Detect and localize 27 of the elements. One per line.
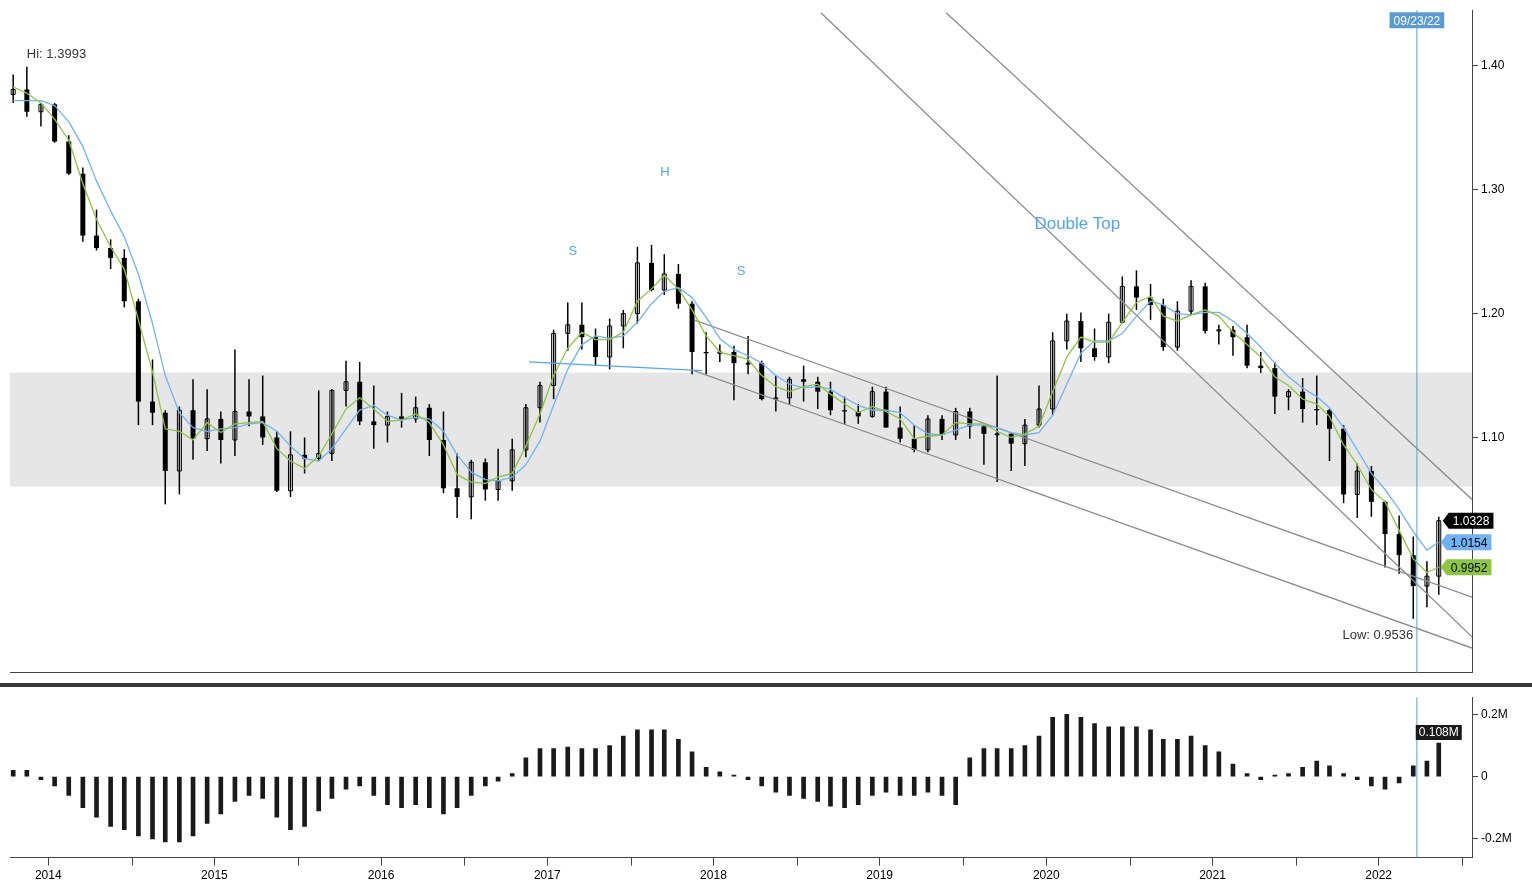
ref-line-label: 09/23/22 xyxy=(1393,13,1441,28)
annotation: Double Top xyxy=(1034,213,1121,233)
y-tick-label: 1.20 xyxy=(1481,305,1505,320)
annotation: H xyxy=(660,163,670,179)
data-label: 1.0154 xyxy=(1450,535,1488,550)
x-tick-label: 2022 xyxy=(1365,868,1393,883)
x-tick-label: 2017 xyxy=(533,868,561,883)
text: 1.0328 xyxy=(1452,514,1490,529)
x-tick-label: 2014 xyxy=(34,868,62,883)
y-tick-label: 0 xyxy=(1481,768,1488,783)
y-tick-label: 0.2M xyxy=(1481,706,1508,721)
x-tick-label: 2016 xyxy=(367,868,395,883)
x-tick-label: 2021 xyxy=(1199,868,1227,883)
data-label: 0.108M xyxy=(1418,725,1459,740)
annotation: S xyxy=(736,263,746,279)
x-tick-label: 2018 xyxy=(700,868,728,883)
y-tick-label: 1.30 xyxy=(1481,182,1505,197)
x-tick-label: 2019 xyxy=(866,868,894,883)
y-tick-label: -0.2M xyxy=(1481,831,1512,846)
y-tick-label: 1.40 xyxy=(1481,58,1505,73)
y-tick-label: 1.10 xyxy=(1481,429,1505,444)
x-tick-label: 2015 xyxy=(201,868,229,883)
annotation: Hi: 1.3993 xyxy=(26,45,87,61)
data-label: 0.9952 xyxy=(1450,560,1488,575)
x-tick-label: 2020 xyxy=(1032,868,1060,883)
annotation: S xyxy=(568,243,578,259)
annotation: Low: 0.9536 xyxy=(1342,626,1414,642)
